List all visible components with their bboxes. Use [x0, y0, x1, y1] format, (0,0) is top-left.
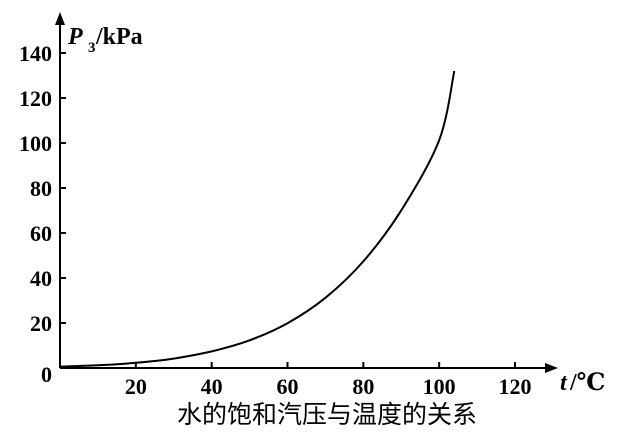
y-axis-arrow [55, 12, 65, 25]
x-tick-label: 40 [201, 374, 223, 399]
x-axis-unit: /℃ [569, 370, 605, 396]
x-tick-label: 20 [125, 374, 147, 399]
y-tick-label: 100 [19, 131, 52, 156]
y-axis-label: P [67, 24, 83, 50]
x-tick-label: 80 [352, 374, 374, 399]
y-tick-label: 120 [19, 86, 52, 111]
chart-title: 水的饱和汽压与温度的关系 [177, 400, 477, 429]
x-tick-label: 120 [499, 374, 532, 399]
y-tick-label: 140 [19, 41, 52, 66]
x-tick-label: 60 [277, 374, 299, 399]
axes [55, 12, 558, 373]
y-tick-label: 0 [41, 362, 52, 387]
y-tick-label: 80 [30, 176, 52, 201]
y-tick-label: 60 [30, 221, 52, 246]
x-axis-arrow [545, 363, 558, 373]
y-tick-label: 20 [30, 311, 52, 336]
y-axis-subscript: 3 [88, 40, 96, 56]
y-tick-label: 40 [30, 266, 52, 291]
x-tick-label: 100 [423, 374, 456, 399]
ticks: 20 40 60 80 100 120 0 20 40 60 80 100 120 140 [19, 41, 532, 399]
y-axis-unit: /kPa [95, 24, 143, 50]
pressure-curve [59, 70, 456, 368]
x-axis-label: t [560, 370, 568, 396]
series [59, 70, 456, 368]
